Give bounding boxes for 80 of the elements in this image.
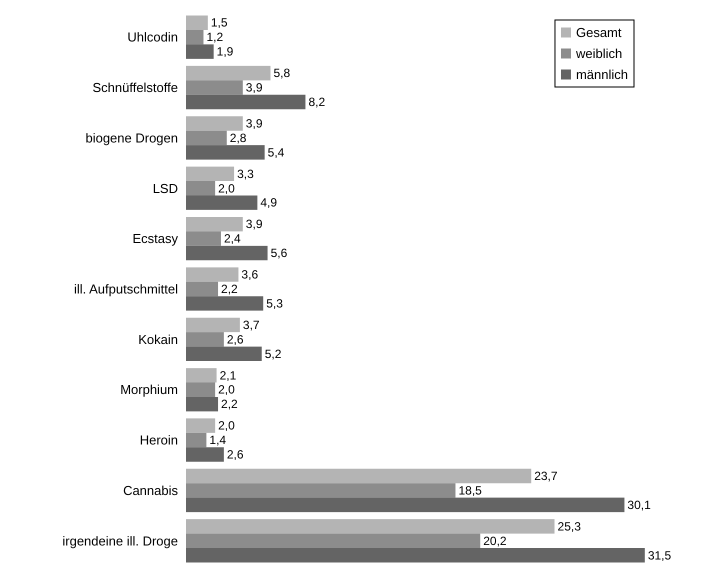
y-tick-label: Schnüffelstoffe	[92, 80, 178, 96]
bar	[186, 332, 224, 347]
data-label: 2,2	[221, 397, 238, 412]
data-label: 23,7	[534, 469, 558, 484]
data-label: 5,2	[264, 346, 282, 361]
bar	[186, 30, 204, 44]
y-tick-label: ill. Aufputschmittel	[74, 282, 178, 296]
y-tick-label: Kokain	[138, 332, 178, 347]
legend-label: Gesamt	[576, 25, 622, 40]
bar	[186, 145, 265, 160]
data-label: 3,7	[242, 318, 260, 332]
bar	[186, 94, 306, 110]
bar	[186, 418, 216, 433]
data-label: 3,9	[246, 116, 263, 130]
data-label: 2,0	[218, 382, 236, 397]
y-tick-label: Morphium	[120, 382, 178, 398]
data-label: 2,4	[224, 232, 241, 246]
data-label: 25,3	[558, 519, 582, 534]
data-label: 5,4	[268, 145, 285, 160]
bar	[186, 519, 555, 534]
data-label: 3,9	[246, 217, 263, 232]
bar	[186, 483, 456, 498]
bar	[186, 318, 240, 332]
bar	[186, 166, 234, 182]
bar	[186, 498, 624, 512]
bar	[186, 346, 262, 362]
data-label: 1,9	[216, 44, 234, 59]
bar	[186, 216, 243, 232]
data-label: 2,0	[218, 418, 236, 433]
data-label: 20,2	[483, 534, 507, 548]
data-label: 18,5	[458, 483, 482, 498]
data-label: 2,8	[230, 130, 247, 145]
data-label: 5,8	[273, 66, 290, 80]
legend-label: männlich	[576, 67, 628, 82]
y-tick-label: Cannabis	[123, 482, 178, 498]
y-tick-label: biogene Drogen	[85, 130, 178, 146]
data-label: 8,2	[308, 94, 326, 109]
data-label: 1,2	[206, 30, 224, 44]
data-label: 1,5	[210, 16, 228, 30]
bar	[186, 447, 224, 462]
bar	[186, 382, 216, 397]
bar	[186, 130, 227, 146]
bar	[186, 44, 214, 59]
bar	[186, 80, 243, 95]
bar	[186, 534, 480, 548]
data-label: 1,4	[209, 433, 226, 448]
y-tick-label: Heroin	[140, 432, 178, 448]
bar	[186, 396, 218, 412]
bar	[186, 432, 206, 448]
bar	[186, 116, 243, 131]
data-label: 2,0	[218, 181, 236, 196]
y-tick-label: Ecstasy	[132, 231, 178, 246]
data-label: 2,6	[226, 448, 244, 462]
data-label: 3,3	[237, 166, 254, 181]
data-label: 2,1	[220, 368, 237, 382]
bar	[186, 231, 221, 246]
data-label: 5,3	[266, 296, 284, 310]
data-label: 30,1	[627, 498, 652, 512]
data-label: 2,6	[226, 332, 244, 346]
bar	[186, 282, 218, 296]
data-label: 4,9	[260, 196, 278, 210]
data-label: 2,2	[221, 282, 238, 296]
bar	[186, 181, 216, 196]
y-tick-label: irgendeine ill. Droge	[62, 533, 178, 548]
data-label: 31,5	[648, 548, 672, 562]
bar	[186, 368, 217, 383]
bar	[186, 267, 238, 282]
bar	[186, 16, 208, 30]
legend-label: weiblich	[574, 46, 622, 61]
y-tick-label: LSD	[152, 180, 178, 196]
y-tick-label: Uhlcodin	[127, 30, 178, 45]
data-label: 5,6	[270, 246, 288, 260]
data-label: 3,9	[246, 80, 263, 95]
bar	[186, 246, 268, 260]
bar	[186, 66, 270, 80]
data-label: 3,6	[241, 268, 258, 282]
bar	[186, 548, 645, 562]
bar	[186, 195, 258, 210]
bar	[186, 468, 532, 484]
bar	[186, 296, 264, 311]
